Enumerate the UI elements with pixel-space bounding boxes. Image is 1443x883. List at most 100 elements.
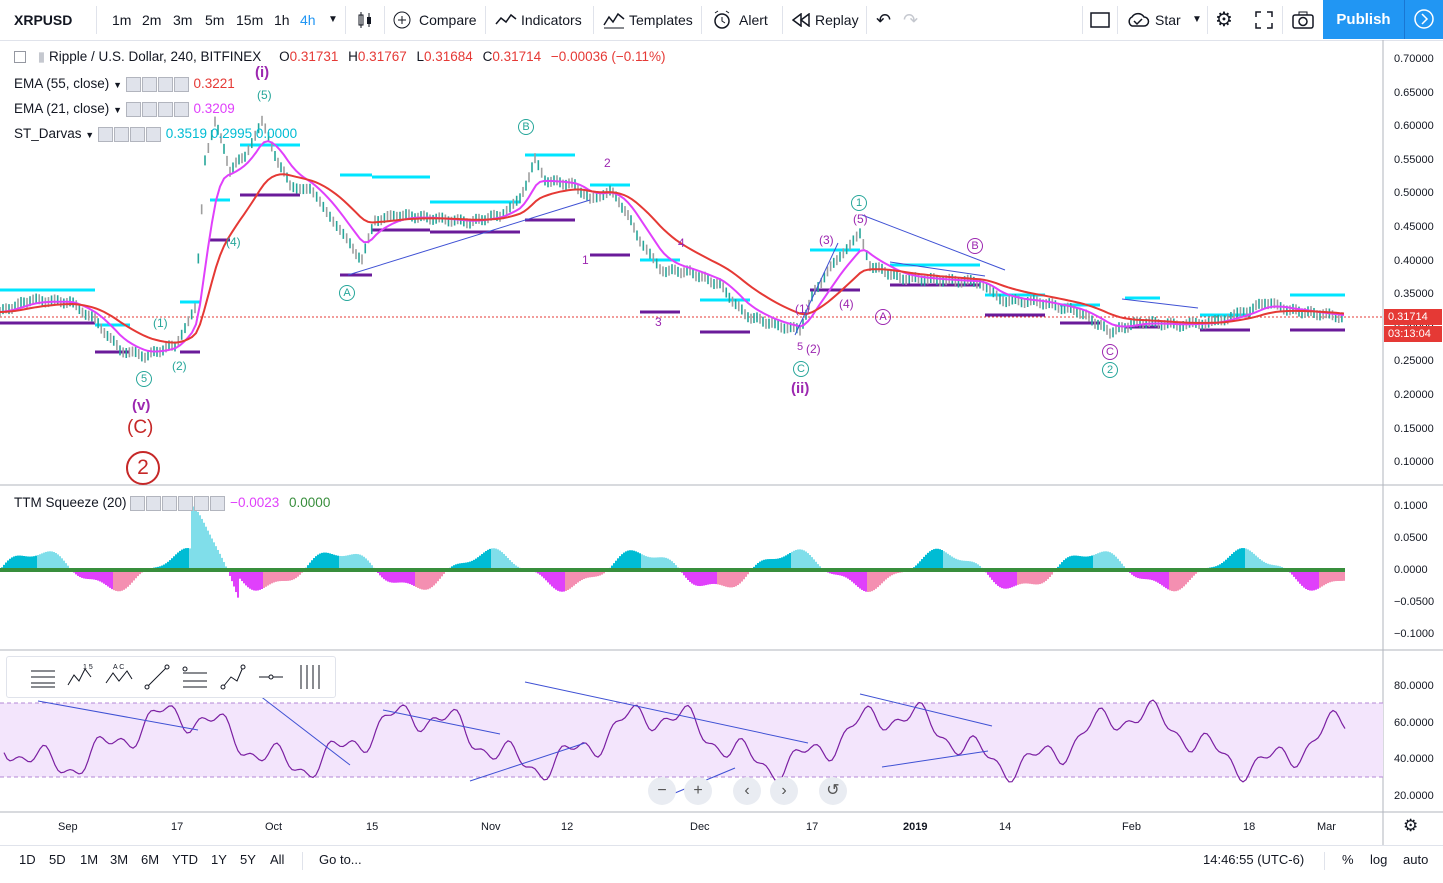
- publish-menu-button[interactable]: [1404, 0, 1443, 39]
- redo-icon[interactable]: ↷: [903, 10, 919, 30]
- alarm-clock-icon[interactable]: [712, 10, 732, 30]
- indicators-icon[interactable]: [495, 13, 517, 27]
- ema-55-line: [0, 173, 1345, 344]
- close-label: C: [482, 49, 493, 64]
- publish-button[interactable]: Publish: [1323, 0, 1404, 39]
- flag-icon: ▮: [37, 49, 46, 64]
- fib-icon[interactable]: [179, 661, 211, 693]
- range-all[interactable]: All: [270, 852, 285, 867]
- elliott-impulse-icon[interactable]: 1 5: [65, 661, 97, 693]
- time-axis-label: 17: [171, 821, 184, 833]
- trend-line-icon[interactable]: [141, 661, 173, 693]
- zoom-out-button[interactable]: −: [648, 777, 676, 805]
- study-name: ST_Darvas: [14, 126, 82, 141]
- plus-circle-icon[interactable]: [393, 11, 411, 29]
- camera-icon[interactable]: [1292, 11, 1314, 29]
- elliott-menu-icon[interactable]: [27, 661, 59, 693]
- range-5d[interactable]: 5D: [49, 852, 66, 867]
- axis-tick-label: 80.0000: [1394, 680, 1434, 692]
- interval-3m[interactable]: 3m: [173, 12, 193, 28]
- drawing-toolbar: 1 5 A C: [6, 656, 336, 698]
- star-dropdown-icon[interactable]: ▼: [1192, 14, 1202, 25]
- zoom-in-button[interactable]: +: [684, 777, 712, 805]
- percent-toggle[interactable]: %: [1342, 852, 1354, 867]
- axis-tick-label: 60.0000: [1394, 716, 1434, 729]
- candle-style-icon[interactable]: [355, 10, 375, 30]
- undo-icon[interactable]: ↶: [876, 10, 892, 30]
- interval-1m[interactable]: 1m: [112, 12, 132, 28]
- rewind-icon[interactable]: [792, 13, 810, 27]
- gear-icon[interactable]: ⚙: [1403, 816, 1419, 835]
- axis-tick-label: 40.0000: [1394, 753, 1434, 765]
- chart-canvas[interactable]: [0, 40, 1443, 845]
- range-1y[interactable]: 1Y: [211, 852, 227, 867]
- range-ytd[interactable]: YTD: [172, 852, 198, 867]
- templates-icon[interactable]: [603, 11, 625, 29]
- axis-tick-label: 0.70000: [1394, 53, 1434, 65]
- reset-chart-button[interactable]: ↺: [819, 777, 847, 805]
- log-toggle[interactable]: log: [1370, 852, 1388, 867]
- trendline: [881, 750, 989, 768]
- bar-countdown-label: 03:13:04: [1384, 326, 1442, 342]
- study-legend-ema21[interactable]: EMA (21, close) ▼ 0.3209: [14, 101, 235, 118]
- alert-button[interactable]: Alert: [739, 12, 768, 28]
- trendline: [859, 693, 993, 727]
- low-value: 0.31684: [424, 49, 473, 64]
- settings-sliders-icon[interactable]: [293, 661, 325, 693]
- goto-button[interactable]: Go to...: [319, 852, 362, 867]
- symbol-search[interactable]: XRPUSD: [14, 12, 73, 28]
- collapse-icon[interactable]: [14, 51, 26, 64]
- study-legend-darvas[interactable]: ST_Darvas ▼ 0.3519 0.2995 0.0000: [14, 126, 298, 143]
- replay-button[interactable]: Replay: [815, 12, 859, 28]
- ema-21-line: [0, 140, 1345, 353]
- range-1m[interactable]: 1M: [80, 852, 99, 867]
- auto-toggle[interactable]: auto: [1403, 852, 1429, 867]
- star-button[interactable]: Star: [1155, 12, 1181, 28]
- interval-2m[interactable]: 2m: [142, 12, 162, 28]
- study-legend-ema55[interactable]: EMA (55, close) ▼ 0.3221: [14, 76, 235, 93]
- interval-dropdown-icon[interactable]: ▼: [328, 14, 338, 25]
- horizontal-ray-icon[interactable]: [255, 661, 287, 693]
- time-axis-label: Oct: [265, 821, 283, 833]
- cloud-icon[interactable]: [1126, 11, 1150, 29]
- interval-4h[interactable]: 4h: [300, 12, 316, 28]
- study-name: TTM Squeeze (20): [14, 495, 127, 510]
- study-buttons[interactable]: [125, 101, 190, 118]
- gear-icon[interactable]: ⚙: [1215, 9, 1233, 31]
- fullscreen-icon[interactable]: [1255, 11, 1273, 29]
- time-axis-label: 18: [1243, 821, 1256, 833]
- squeeze-legend[interactable]: TTM Squeeze (20) −0.0023 0.0000: [14, 495, 330, 512]
- range-6m[interactable]: 6M: [141, 852, 160, 867]
- trendline: [889, 261, 986, 277]
- interval-15m[interactable]: 15m: [236, 12, 264, 28]
- scroll-right-button[interactable]: ›: [770, 777, 798, 805]
- range-1d[interactable]: 1D: [19, 852, 36, 867]
- study-buttons[interactable]: [125, 76, 190, 93]
- wave-circle-label: 5: [136, 371, 152, 387]
- wave-circle-label: C: [793, 361, 809, 377]
- fullscreen-layout-icon[interactable]: [1090, 11, 1110, 29]
- time-axis-label: 14: [999, 821, 1012, 833]
- elliott-correction-icon[interactable]: A C: [103, 661, 135, 693]
- interval-5m[interactable]: 5m: [205, 12, 225, 28]
- compare-button[interactable]: Compare: [419, 12, 477, 28]
- interval-1h[interactable]: 1h: [274, 12, 290, 28]
- clock-timezone[interactable]: 14:46:55 (UTC-6): [1203, 852, 1305, 867]
- study-value: 0.2995: [210, 126, 253, 141]
- templates-button[interactable]: Templates: [629, 12, 693, 28]
- scroll-left-button[interactable]: ‹: [733, 777, 761, 805]
- path-icon[interactable]: [217, 661, 249, 693]
- range-3m[interactable]: 3M: [110, 852, 129, 867]
- high-value: 0.31767: [357, 49, 407, 64]
- price-candles: [0, 115, 1343, 363]
- chevron-right-circle-icon: [1414, 9, 1434, 29]
- open-label: O: [279, 49, 290, 64]
- change-value: −0.00036 (−0.11%): [550, 49, 666, 64]
- study-buttons[interactable]: [97, 126, 162, 143]
- indicators-button[interactable]: Indicators: [521, 12, 582, 28]
- range-5y[interactable]: 5Y: [240, 852, 256, 867]
- wave-label: 4: [678, 236, 685, 250]
- study-value: 0.3519: [165, 126, 208, 141]
- study-value: 0.0000: [255, 126, 298, 141]
- study-buttons[interactable]: [130, 495, 226, 512]
